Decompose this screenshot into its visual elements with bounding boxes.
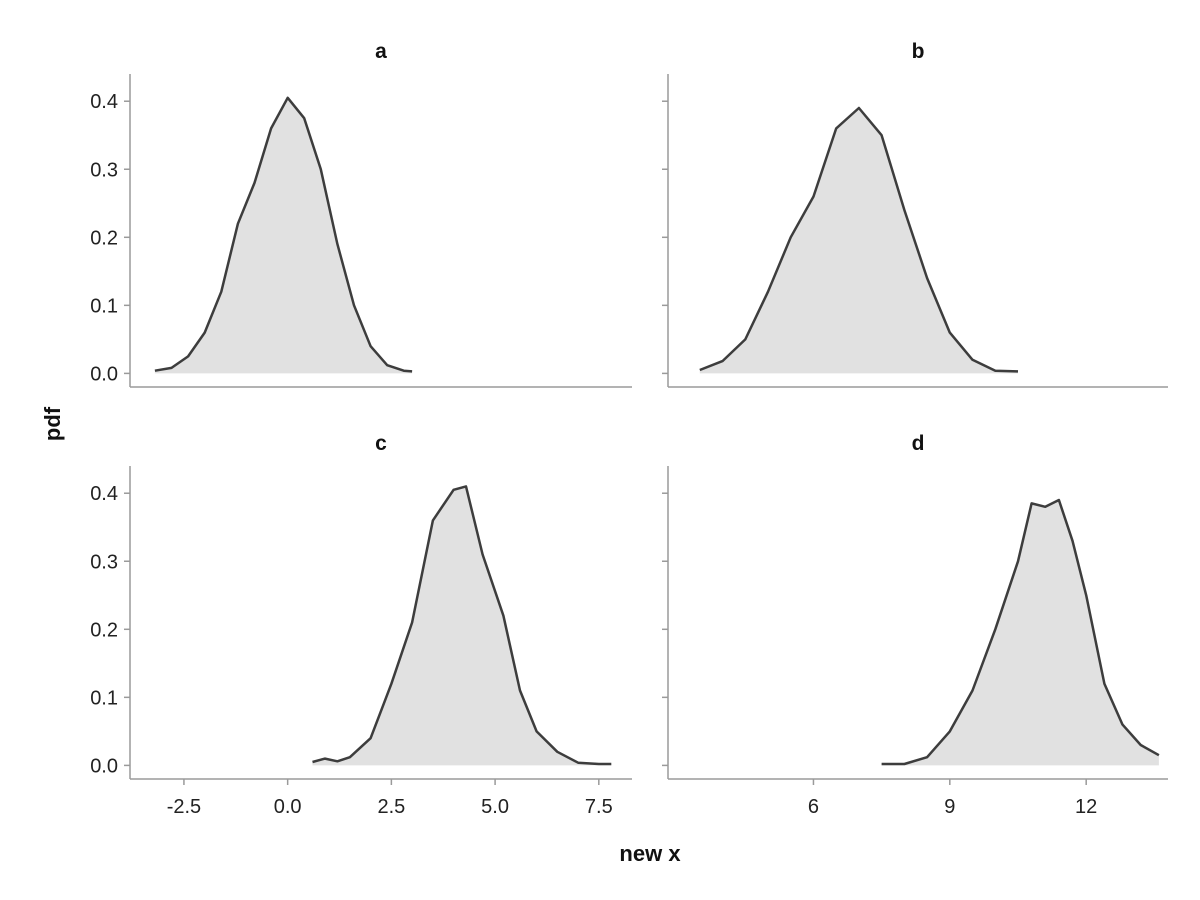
y-axis-title: pdf — [40, 406, 65, 441]
x-tick-label-c: 2.5 — [377, 796, 405, 818]
panel-title-c: c — [375, 432, 387, 455]
y-tick-label-a: 0.2 — [90, 227, 118, 249]
x-tick-label-d: 6 — [808, 796, 819, 818]
y-tick-label-c: 0.3 — [90, 551, 118, 573]
x-tick-label-d: 12 — [1075, 796, 1097, 818]
panel-title-d: d — [912, 432, 925, 455]
y-tick-label-a: 0.4 — [90, 91, 118, 113]
density-line-d — [881, 498, 1160, 766]
density-area-a — [154, 97, 413, 374]
panel-title-a: a — [375, 40, 387, 63]
density-area-c — [312, 486, 612, 766]
y-tick-label-c: 0.4 — [90, 483, 118, 505]
panel-a: a 0.0 0.1 0.2 0.3 0.4 — [90, 40, 632, 388]
y-tick-label-c: 0.0 — [90, 755, 118, 777]
panel-c: c 0.0 0.1 0.2 0.3 0.4 -2.5 0.0 2.5 5.0 7.5 — [90, 432, 632, 818]
x-tick-label-c: 7.5 — [585, 796, 613, 818]
panel-title-b: b — [912, 40, 925, 63]
y-tick-label-c: 0.2 — [90, 619, 118, 641]
panel-d: d 6 9 12 — [662, 432, 1168, 818]
x-tick-label-c: 0.0 — [274, 796, 302, 818]
density-line-a — [154, 96, 413, 373]
density-line-c — [312, 485, 612, 766]
x-tick-label-d: 9 — [944, 796, 955, 818]
x-tick-label-c: 5.0 — [481, 796, 509, 818]
density-line-b — [699, 106, 1019, 373]
x-tick-label-c: -2.5 — [167, 796, 201, 818]
y-tick-label-a: 0.0 — [90, 363, 118, 385]
y-tick-label-a: 0.3 — [90, 159, 118, 181]
y-tick-label-c: 0.1 — [90, 687, 118, 709]
panel-b: b — [662, 40, 1168, 388]
density-area-d — [881, 500, 1159, 766]
y-tick-label-a: 0.1 — [90, 295, 118, 317]
panels-group: a 0.0 0.1 0.2 0.3 0.4 b c 0.0 0.1 0.2 0.3 0.4 -2.5 0.0… — [90, 40, 1168, 818]
x-axis-title: new x — [619, 841, 681, 866]
